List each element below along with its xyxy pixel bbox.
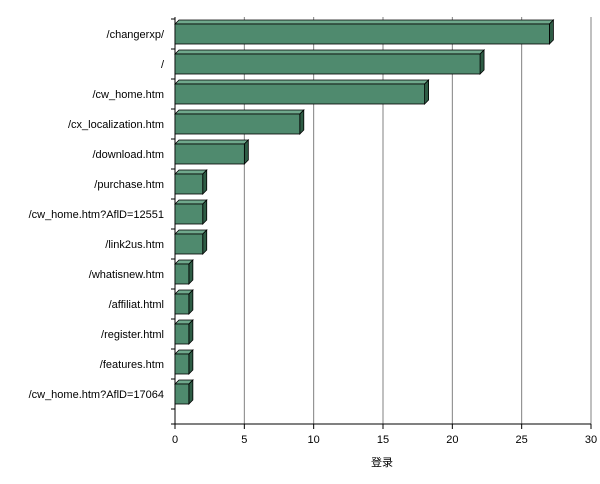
category-labels: /changerxp/ / /cw_home.htm/cx_localization… [29, 29, 165, 401]
x-tick-label: 30 [585, 434, 597, 446]
x-tick-label: 10 [308, 434, 320, 446]
bar-front-face [174, 23, 550, 45]
bar-top-face [174, 79, 430, 85]
bar [174, 259, 194, 285]
bar-front-face [174, 293, 190, 315]
bar-top-face [174, 229, 208, 235]
bar-side-face [299, 109, 305, 135]
category-label: /link2us.htm [105, 239, 164, 251]
x-tick-label: 0 [172, 434, 178, 446]
bar-front-face [174, 263, 190, 285]
category-label: /register.html [101, 329, 164, 341]
bar-side-face [188, 379, 194, 405]
category-label: / [161, 59, 165, 71]
bar-top-face [174, 139, 250, 145]
bar-front-face [174, 353, 190, 375]
bar [174, 289, 194, 315]
bar-side-face [202, 229, 208, 255]
category-label: /purchase.htm [94, 179, 164, 191]
bar-front-face [174, 233, 204, 255]
bar-top-face [174, 19, 555, 25]
bar [174, 169, 208, 195]
bar-front-face [174, 203, 204, 225]
x-tick-label: 20 [446, 434, 458, 446]
bar-top-face [174, 49, 486, 55]
x-tick-label: 25 [516, 434, 528, 446]
category-label: /download.htm [92, 149, 164, 161]
category-label: /changerxp/ [107, 29, 165, 41]
bar-top-face [174, 169, 208, 175]
category-label: /cw_home.htm [92, 89, 164, 101]
category-label: /cw_home.htm?AflD=17064 [29, 389, 164, 401]
category-label: /features.htm [100, 359, 164, 371]
axes [171, 17, 592, 429]
x-tick-labels: 0 5 10 15 20 25 30 [172, 434, 597, 446]
bar-side-face [479, 49, 485, 75]
bar-front-face [174, 383, 190, 405]
bar [174, 199, 208, 225]
bar [174, 79, 430, 105]
bar-side-face [188, 289, 194, 315]
bar-side-face [188, 349, 194, 375]
bar-front-face [174, 173, 204, 195]
x-tick-label: 5 [241, 434, 247, 446]
bar-side-face [188, 259, 194, 285]
bar-front-face [174, 113, 301, 135]
bar [174, 319, 194, 345]
x-tick-label: 15 [377, 434, 389, 446]
bar [174, 49, 486, 75]
bar [174, 19, 555, 45]
bar-front-face [174, 143, 245, 165]
bar-top-face [174, 109, 305, 115]
bar [174, 229, 208, 255]
category-label: /cx_localization.htm [68, 119, 164, 131]
bar-front-face [174, 323, 190, 345]
bar [174, 139, 250, 165]
bar-side-face [243, 139, 249, 165]
bars [174, 19, 555, 405]
bar-top-face [174, 199, 208, 205]
bar-side-face [202, 199, 208, 225]
bar-front-face [174, 53, 481, 75]
gridlines [243, 17, 592, 424]
category-label: /cw_home.htm?AflD=12551 [29, 209, 164, 221]
category-label: /whatisnew.htm [89, 269, 164, 281]
bar-side-face [549, 19, 554, 45]
bar-side-face [424, 79, 430, 105]
bar-side-face [188, 319, 194, 345]
x-axis-title: 登录 [371, 455, 393, 469]
bar [174, 349, 194, 375]
bar-front-face [174, 83, 426, 105]
bar-side-face [202, 169, 208, 195]
bar [174, 379, 194, 405]
bar [174, 109, 305, 135]
category-label: /affiliat.html [109, 299, 164, 311]
